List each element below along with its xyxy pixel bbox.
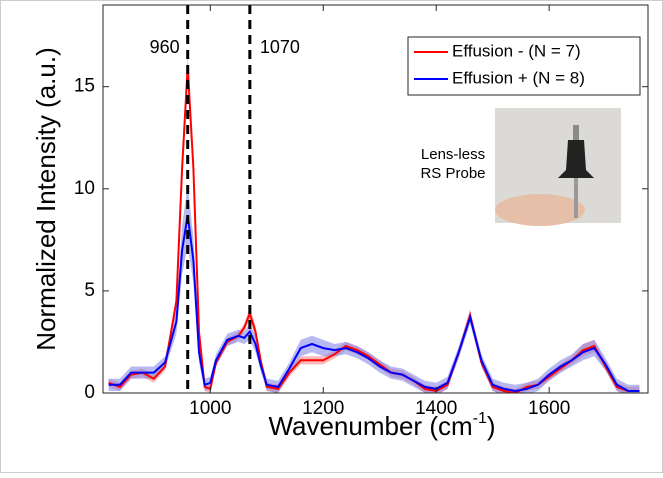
inset-photo — [495, 108, 621, 226]
reference-label: 1070 — [260, 37, 300, 57]
probe-body — [558, 140, 594, 178]
probe-shaft — [574, 178, 578, 218]
axes-box — [102, 4, 649, 394]
x-tick-label: 1200 — [302, 398, 344, 419]
annotation: RS Probe — [420, 165, 485, 182]
x-tick-label: 1400 — [415, 398, 457, 419]
y-tick-label: 5 — [84, 280, 95, 301]
x-tick-label: 1000 — [189, 398, 231, 419]
x-tick-label: 1600 — [528, 398, 570, 419]
legend-label: Effusion - (N = 7) — [452, 41, 581, 60]
y-axis-label: Normalized Intensity (a.u.) — [31, 47, 61, 350]
hand — [495, 194, 585, 226]
plot-area: 960 1070 0 5 10 15 1000 1200 1400 1600 Effusion - … — [74, 4, 649, 419]
x-axis-label: Wavenumber (cm-1) — [268, 410, 495, 441]
y-tick-label: 0 — [84, 382, 95, 403]
legend-label: Effusion + (N = 8) — [452, 68, 585, 87]
probe-tip — [573, 125, 579, 141]
error-band — [108, 184, 640, 393]
y-tick-label: 15 — [74, 76, 95, 97]
annotation: Lens-less — [421, 146, 485, 163]
reference-label: 960 — [150, 37, 180, 57]
y-tick-label: 10 — [74, 178, 95, 199]
series-line — [108, 215, 640, 393]
legend-box — [407, 36, 641, 96]
